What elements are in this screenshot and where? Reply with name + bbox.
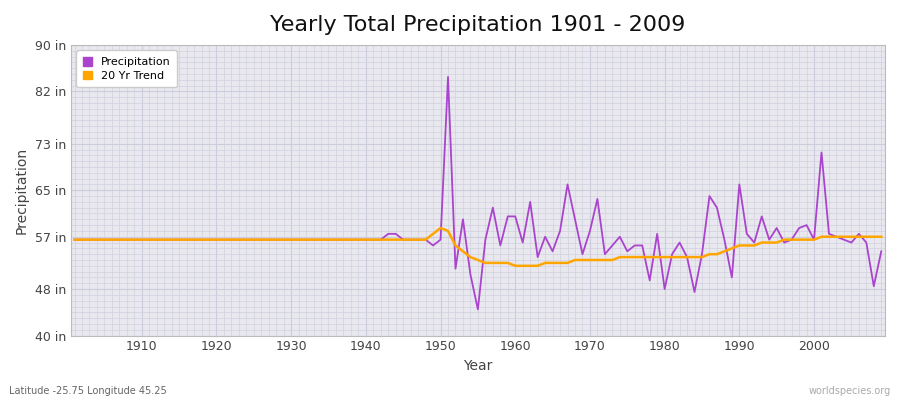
- Y-axis label: Precipitation: Precipitation: [15, 147, 29, 234]
- X-axis label: Year: Year: [464, 359, 492, 373]
- Text: worldspecies.org: worldspecies.org: [809, 386, 891, 396]
- Legend: Precipitation, 20 Yr Trend: Precipitation, 20 Yr Trend: [76, 50, 177, 87]
- Title: Yearly Total Precipitation 1901 - 2009: Yearly Total Precipitation 1901 - 2009: [270, 15, 686, 35]
- Text: Latitude -25.75 Longitude 45.25: Latitude -25.75 Longitude 45.25: [9, 386, 166, 396]
